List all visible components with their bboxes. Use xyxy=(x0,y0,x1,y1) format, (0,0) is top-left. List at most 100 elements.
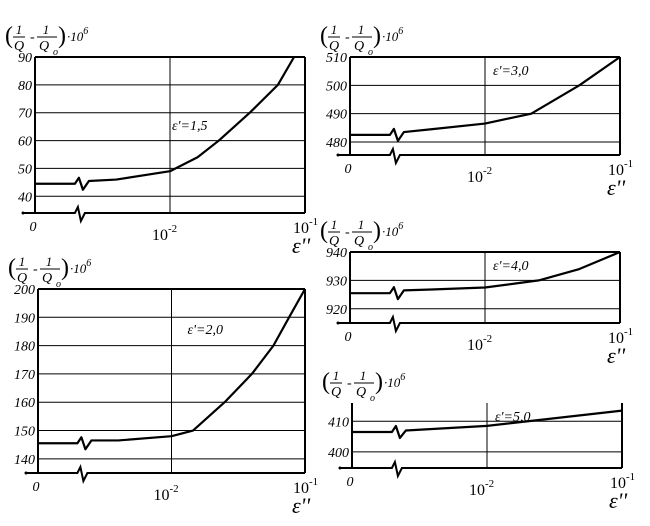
y-tick-label: 160 xyxy=(14,396,35,411)
x-axis-break-line xyxy=(338,314,620,334)
tick-base: 10 xyxy=(608,330,624,347)
numerator: 1 xyxy=(16,22,23,37)
subscript: o xyxy=(368,47,373,58)
tick-base: 10 xyxy=(293,480,309,497)
tick-base: 10 xyxy=(154,487,170,504)
y-axis-label: (1 Q-1 Q o) ·106 xyxy=(320,217,403,253)
y-tick-label: 200 xyxy=(14,283,35,298)
y-axis-label: (1 Q-1 Q o) ·106 xyxy=(322,368,405,404)
x-tick-label-10-2: 10-2 xyxy=(469,478,494,499)
curve-annotation: ε'=3,0 xyxy=(493,64,528,79)
factor-base: ·10 xyxy=(384,375,401,390)
numerator: 1 xyxy=(358,217,365,232)
factor-exp: 6 xyxy=(83,26,88,37)
factor-exp: 6 xyxy=(86,258,91,269)
factor: ·106 xyxy=(382,26,403,44)
x-axis-label: ε'' xyxy=(607,343,625,368)
tick-exp: -2 xyxy=(168,223,177,235)
y-tick-label: 190 xyxy=(14,311,35,326)
x-axis-break-line xyxy=(338,146,620,166)
tick-exp: -1 xyxy=(624,158,633,170)
y-tick-label: 410 xyxy=(328,415,349,430)
data-curve xyxy=(38,288,306,451)
y-tick-label: 400 xyxy=(328,446,349,461)
denominator: Q xyxy=(39,39,49,54)
denominator: Q xyxy=(17,271,27,286)
x-axis-break-line xyxy=(340,459,622,479)
minus-sign: - xyxy=(345,225,350,240)
tick-exp: -2 xyxy=(170,483,179,495)
x-tick-label-10-2: 10-2 xyxy=(467,333,492,354)
paren: ( xyxy=(5,23,13,49)
paren: ( xyxy=(320,23,328,49)
paren: ) xyxy=(373,218,381,244)
x-axis-label: ε'' xyxy=(609,488,627,513)
data-curve xyxy=(352,409,623,440)
x-axis-break-line xyxy=(26,464,305,484)
factor: ·106 xyxy=(384,372,405,390)
curve-annotation: ε'=4,0 xyxy=(493,259,528,274)
x-axis-label: ε'' xyxy=(607,175,625,200)
factor: ·106 xyxy=(70,258,91,276)
tick-base: 10 xyxy=(467,169,483,186)
factor: ·106 xyxy=(67,26,88,44)
x-tick-label-0: 0 xyxy=(345,330,352,345)
denominator: Q xyxy=(329,234,339,249)
y-tick-label: 180 xyxy=(14,340,35,355)
x-tick-label-10-1: 10-1 xyxy=(293,476,318,497)
numerator: 1 xyxy=(358,22,365,37)
minus-sign: - xyxy=(30,30,35,45)
tick-exp: -1 xyxy=(626,471,635,483)
data-curve xyxy=(350,56,621,142)
y-tick-label: 80 xyxy=(18,79,32,94)
paren: ) xyxy=(61,255,69,281)
curve-annotation: ε'=5,0 xyxy=(495,410,530,425)
y-tick-label: 510 xyxy=(326,51,347,66)
tick-exp: -1 xyxy=(309,476,318,488)
y-tick-label: 140 xyxy=(14,453,35,468)
minus-sign: - xyxy=(33,262,38,277)
data-curve xyxy=(350,250,621,301)
tick-exp: -2 xyxy=(485,478,494,490)
numerator: 1 xyxy=(360,368,367,383)
factor-base: ·10 xyxy=(67,29,84,44)
tick-base: 10 xyxy=(608,162,624,179)
denominator: Q xyxy=(14,39,24,54)
y-tick-label: 480 xyxy=(326,136,347,151)
tick-base: 10 xyxy=(467,337,483,354)
x-tick-label-10-2: 10-2 xyxy=(152,223,177,244)
x-tick-label-0: 0 xyxy=(345,162,352,177)
paren: ) xyxy=(373,23,381,49)
curve-annotation: ε'=1,5 xyxy=(172,119,207,134)
curve-annotation: ε'=2,0 xyxy=(188,323,223,338)
x-tick-label-10-2: 10-2 xyxy=(467,165,492,186)
paren: ) xyxy=(58,23,66,49)
x-tick-label-0: 0 xyxy=(33,480,40,495)
denominator: Q xyxy=(42,271,52,286)
x-tick-label-10-1: 10-1 xyxy=(610,471,635,492)
paren: ( xyxy=(322,369,330,395)
paren: ( xyxy=(320,218,328,244)
y-tick-label: 500 xyxy=(326,79,347,94)
factor-exp: 6 xyxy=(398,26,403,37)
x-axis-break-line xyxy=(23,204,305,224)
x-tick-label-10-1: 10-1 xyxy=(608,326,633,347)
y-tick-label: 940 xyxy=(326,246,347,261)
numerator: 1 xyxy=(333,368,340,383)
tick-base: 10 xyxy=(469,482,485,499)
denominator: Q xyxy=(354,39,364,54)
x-axis-label: ε'' xyxy=(292,493,310,518)
y-tick-label: 50 xyxy=(18,162,32,177)
data-curve xyxy=(35,56,296,191)
numerator: 1 xyxy=(331,217,338,232)
tick-exp: -2 xyxy=(483,333,492,345)
tick-base: 10 xyxy=(152,227,168,244)
factor-exp: 6 xyxy=(400,372,405,383)
x-tick-label-0: 0 xyxy=(30,220,37,235)
denominator: Q xyxy=(356,385,366,400)
x-tick-label-10-1: 10-1 xyxy=(293,216,318,237)
